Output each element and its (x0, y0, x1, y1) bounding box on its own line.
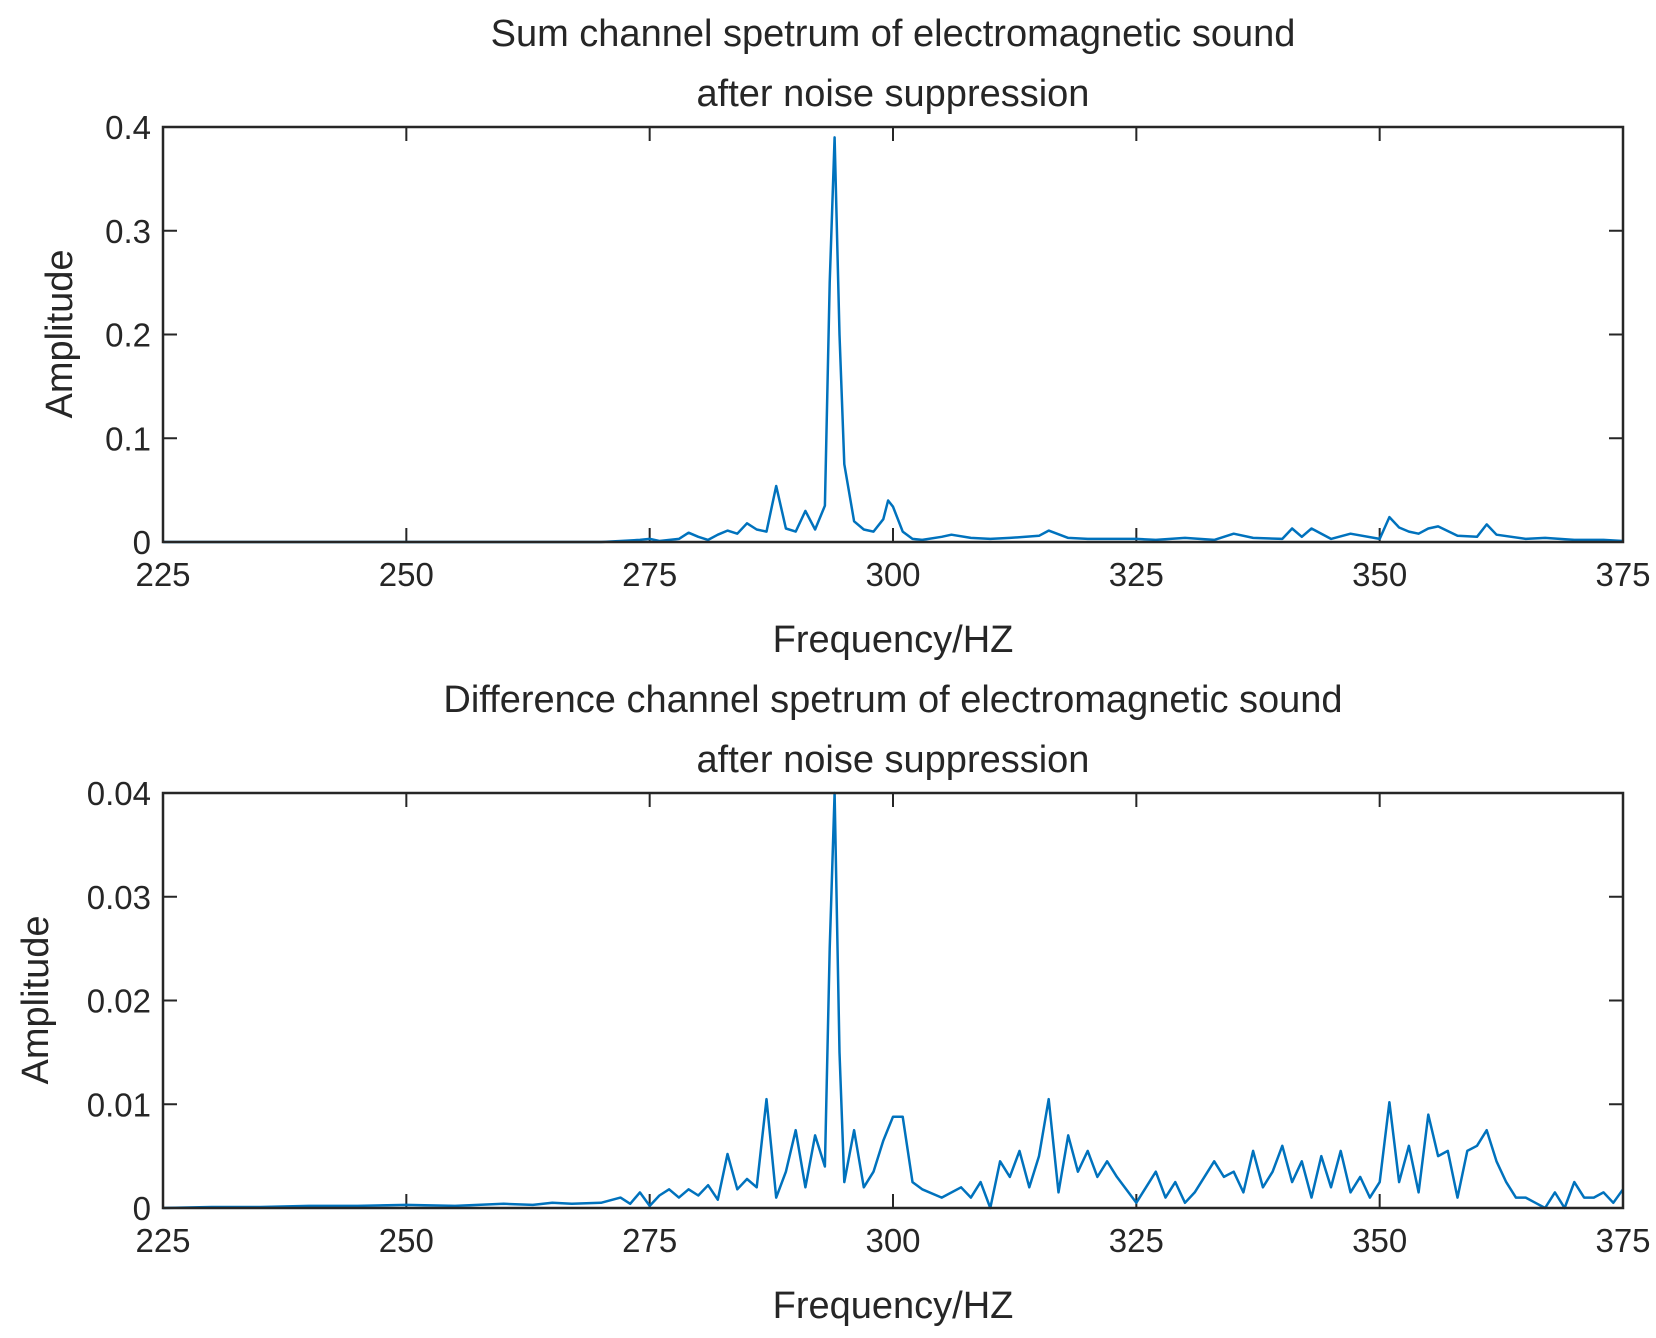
sum-x-tick-label: 325 (1109, 556, 1164, 593)
sum-y-tick-label: 0.3 (105, 213, 151, 250)
sum-x-tick-label: 250 (379, 556, 434, 593)
difference-x-tick-label: 325 (1109, 1222, 1164, 1259)
difference-ticks: 225 250 275 300 325 350 375 0 0.01 0.02 0.03 0.04 (87, 775, 1651, 1259)
sum-title-line-1: Sum channel spetrum of electromagnetic s… (491, 13, 1296, 55)
difference-x-axis-label: Frequency/HZ (773, 1285, 1014, 1327)
difference-y-tick-label: 0 (133, 1190, 151, 1227)
sum-series-line (163, 136, 1624, 544)
difference-title-line-1: Difference channel spetrum of electromag… (443, 679, 1342, 721)
difference-y-tick-label: 0.04 (87, 775, 151, 812)
difference-y-axis-label: Amplitude (15, 916, 57, 1085)
difference-x-tick-label: 300 (865, 1222, 920, 1259)
sum-x-tick-label: 300 (865, 556, 920, 593)
sum-y-tick-label: 0 (133, 524, 151, 561)
difference-series-line (162, 791, 1625, 1210)
difference-y-tick-label: 0.01 (87, 1086, 151, 1123)
difference-x-tick-label: 225 (135, 1222, 190, 1259)
difference-channel-panel: Difference channel spetrum of electromag… (15, 679, 1651, 1327)
difference-axes-frame (161, 791, 1625, 1210)
difference-y-tick-label: 0.03 (87, 879, 151, 916)
sum-x-tick-label: 225 (135, 556, 190, 593)
sum-y-tick-label: 0.1 (105, 420, 151, 457)
sum-channel-panel: Sum channel spetrum of electromagnetic s… (39, 13, 1651, 661)
sum-y-tick-label: 0.2 (105, 317, 151, 354)
difference-x-tick-label: 275 (622, 1222, 677, 1259)
sum-ticks: 225 250 275 300 325 350 375 0 0.1 0.2 0.3 0.4 (105, 109, 1650, 593)
sum-title-line-2: after noise suppression (697, 73, 1090, 115)
sum-x-tick-label: 375 (1595, 556, 1650, 593)
difference-x-tick-label: 375 (1595, 1222, 1650, 1259)
sum-y-tick-label: 0.4 (105, 109, 151, 146)
sum-x-axis-label: Frequency/HZ (773, 619, 1014, 661)
difference-y-tick-label: 0.02 (87, 983, 151, 1020)
sum-x-tick-label: 350 (1352, 556, 1407, 593)
difference-x-tick-label: 250 (379, 1222, 434, 1259)
difference-title-line-2: after noise suppression (697, 739, 1090, 781)
sum-y-axis-label: Amplitude (39, 250, 81, 419)
sum-axes-frame (161, 125, 1625, 544)
sum-x-tick-label: 275 (622, 556, 677, 593)
difference-x-tick-label: 350 (1352, 1222, 1407, 1259)
